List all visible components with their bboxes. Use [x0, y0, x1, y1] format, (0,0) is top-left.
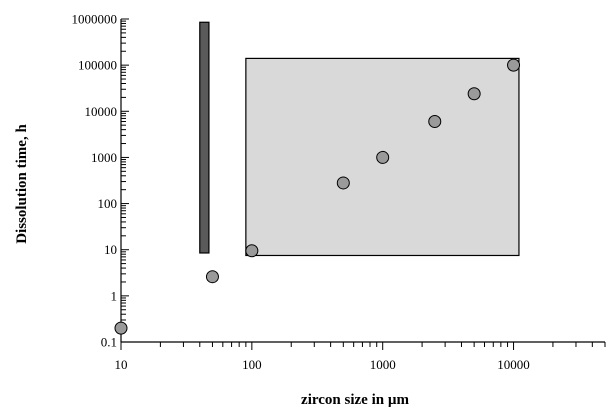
- axes: [120, 19, 605, 343]
- data-point: [245, 244, 259, 258]
- data-point: [114, 321, 128, 335]
- x-tick-label: 1000: [370, 357, 396, 372]
- y-tick-label: 0.1: [101, 335, 117, 350]
- x-tick-label: 10000: [497, 357, 530, 372]
- y-tick-label: 100000: [78, 58, 117, 73]
- x-axis-ticks: 10 100 1000 10000: [115, 342, 606, 372]
- y-tick-label: 100: [98, 196, 118, 211]
- x-tick-label: 100: [242, 357, 262, 372]
- data-points: [114, 58, 521, 335]
- data-point: [507, 58, 521, 72]
- y-tick-label: 1: [111, 288, 118, 303]
- data-point: [467, 87, 481, 101]
- y-tick-label: 10000: [85, 104, 118, 119]
- x-tick-label: 10: [115, 357, 128, 372]
- y-axis-title: Dissolution time, h: [14, 124, 30, 244]
- y-tick-label: 10: [104, 242, 117, 257]
- y-tick-label: 1000000: [72, 12, 118, 27]
- y-tick-label: 1000: [91, 150, 117, 165]
- data-point: [336, 176, 350, 190]
- x-axis-title: zircon size in µm: [301, 392, 409, 408]
- data-point: [376, 150, 390, 164]
- y-axis-ticks: 0.1 1 10 100 1000 10000 100000 1000000: [72, 12, 129, 350]
- data-point: [205, 270, 219, 284]
- data-point: [428, 115, 442, 129]
- shaded-regions: [199, 21, 520, 257]
- region-1: [199, 21, 210, 254]
